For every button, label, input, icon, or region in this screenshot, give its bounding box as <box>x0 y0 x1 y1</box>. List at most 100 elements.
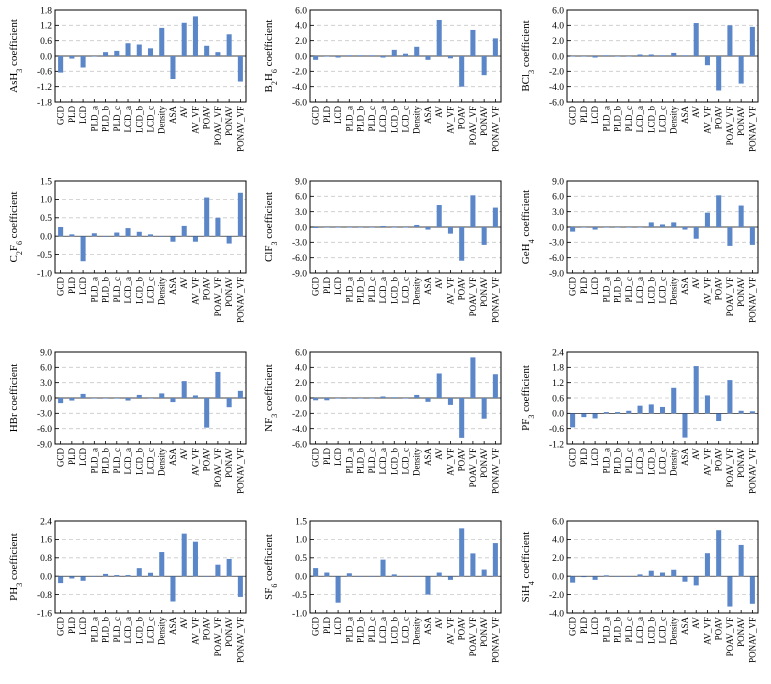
bar-ponav-vf <box>237 192 243 237</box>
category-label: PLD_a <box>601 277 611 303</box>
y-tick-label: -0.6 <box>37 68 52 78</box>
bar-pld-b <box>103 52 109 56</box>
bar-pld-a <box>603 412 609 414</box>
y-axis-label-subscript: 3 <box>527 415 536 419</box>
y-tick-label: 0.0 <box>40 233 52 243</box>
bar-ponav-vf <box>492 543 498 577</box>
bar-lcd-c <box>402 227 409 228</box>
bar-av <box>436 572 442 577</box>
bar-lcd-b <box>391 397 397 398</box>
category-label: LCD_b <box>134 277 144 305</box>
bar-av <box>693 366 699 414</box>
bar-av-vf <box>447 227 453 234</box>
category-label: POAV_VF <box>725 277 735 316</box>
category-label: PLD_a <box>344 448 354 474</box>
category-label: LCD_c <box>146 617 156 644</box>
bar-asa <box>425 576 431 595</box>
bar-ponav <box>226 34 232 56</box>
category-label: PLD_a <box>344 106 354 132</box>
category-label: LCD <box>590 447 600 466</box>
y-tick-label: -6.0 <box>292 254 307 264</box>
category-label: AV <box>179 277 189 289</box>
category-label: PLD <box>579 106 589 124</box>
category-label: LCD_b <box>134 448 144 476</box>
category-label: ASA <box>680 448 690 467</box>
bar-lcd <box>80 56 86 68</box>
bar-lcd-a <box>637 405 643 414</box>
category-label: Density <box>412 617 422 645</box>
bar-lcd-b <box>391 227 397 228</box>
category-label: Density <box>157 448 167 476</box>
category-label: LCD_a <box>378 106 388 133</box>
category-label: PLD <box>579 448 589 466</box>
y-tick-label: -0.8 <box>37 591 52 601</box>
category-label: PLD_b <box>356 448 366 475</box>
y-tick-label: 2.0 <box>552 554 564 564</box>
category-label: AV_VF <box>445 617 455 645</box>
bar-pld-c <box>114 398 120 399</box>
y-tick-label: -2.0 <box>292 410 307 420</box>
y-tick-label: -6.0 <box>549 254 564 264</box>
plot-frame <box>54 520 247 614</box>
y-tick-label: 1.8 <box>40 6 52 16</box>
bar-pld-c <box>369 227 375 228</box>
bar-pld-b <box>358 55 364 56</box>
y-axis-label-part: coefficient <box>263 534 275 584</box>
category-label: POAV_VF <box>725 448 735 487</box>
bar-gcd <box>313 227 319 229</box>
y-axis-label-part: AsH <box>8 73 20 93</box>
bar-lcd-a <box>637 54 643 56</box>
y-tick-label: -3.0 <box>292 239 307 249</box>
category-label: Density <box>157 106 167 134</box>
bar-ponav <box>481 569 487 577</box>
category-label: POAV_VF <box>725 617 735 656</box>
y-axis-label-part: F <box>8 245 20 251</box>
bar-lcd-c <box>402 53 409 56</box>
y-tick-label: 0.8 <box>40 554 52 564</box>
y-tick-label: 1.2 <box>40 22 52 32</box>
category-label: PLD_a <box>601 106 611 132</box>
y-tick-label: 9.0 <box>552 177 564 187</box>
bar-gcd <box>58 398 64 404</box>
bar-pld-c <box>114 232 120 237</box>
category-label: GCD <box>311 448 321 468</box>
y-tick-label: 0.0 <box>552 573 564 583</box>
plot-frame <box>566 9 759 103</box>
y-tick-label: -2.0 <box>549 591 564 601</box>
y-tick-label: 1.2 <box>552 379 564 389</box>
y-tick-label: -6.0 <box>292 98 307 108</box>
plot-frame <box>309 351 502 445</box>
bar-av-vf <box>192 236 198 242</box>
category-label: GCD <box>311 617 321 637</box>
bar-lcd <box>80 393 86 398</box>
y-tick-label: 0.0 <box>552 223 564 233</box>
bar-gcd <box>570 56 576 57</box>
category-label: GCD <box>311 277 321 297</box>
bar-poav-vf <box>727 576 733 607</box>
bar-gcd <box>570 227 576 232</box>
bar-lcd-a <box>380 559 386 577</box>
category-label: AV_VF <box>190 277 200 305</box>
category-label: PLD_b <box>613 448 623 475</box>
category-label: LCD_c <box>146 448 156 475</box>
category-label: LCD_c <box>658 277 668 304</box>
category-label: LCD <box>590 276 600 295</box>
category-label: POAV <box>202 447 212 471</box>
bar-pld-c <box>626 56 632 57</box>
category-label: ASA <box>680 106 690 125</box>
bar-av-vf <box>447 56 453 59</box>
y-axis-label-part: ClF <box>263 246 275 263</box>
y-axis-label-part: SF <box>263 588 275 600</box>
bar-lcd-a <box>125 575 131 577</box>
bar-pld-a <box>603 55 609 56</box>
bar-poav <box>459 398 465 438</box>
y-tick-label: 1.0 <box>295 536 307 546</box>
category-label: Density <box>669 277 679 305</box>
bar-lcd-a <box>125 228 131 237</box>
bar-asa <box>170 56 176 79</box>
category-label: LCD <box>78 105 88 124</box>
bar-poav-vf <box>727 227 733 246</box>
category-label: PLD_b <box>101 617 111 644</box>
